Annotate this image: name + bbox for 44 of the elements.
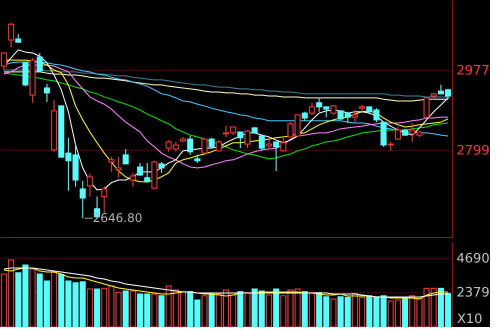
bar <box>302 291 308 327</box>
candlestick <box>208 137 215 149</box>
bar <box>402 298 408 327</box>
candlestick <box>266 136 272 149</box>
candlestick <box>273 141 280 172</box>
candlestick <box>101 186 108 214</box>
candlestick <box>44 83 50 102</box>
candlestick <box>352 109 358 124</box>
text: X10 <box>457 312 482 327</box>
candlestick <box>258 134 265 152</box>
candlestick <box>108 156 114 172</box>
candlestick <box>130 172 136 188</box>
candlestick <box>424 96 430 119</box>
y-tick-label: 2379 <box>456 286 490 301</box>
candlestick <box>244 130 250 149</box>
bar <box>158 295 165 327</box>
bar <box>273 288 280 327</box>
y-tick-label: 2799 <box>456 143 490 158</box>
candlestick <box>187 136 194 156</box>
candlestick <box>8 22 14 48</box>
bar <box>237 291 244 327</box>
candlestick <box>380 122 387 148</box>
candlestick <box>394 126 401 141</box>
candlestick <box>86 173 93 198</box>
candlestick <box>330 104 336 116</box>
candlestick <box>80 180 86 219</box>
candlestick <box>137 162 144 176</box>
candlestick <box>308 102 315 116</box>
candlestick <box>122 148 129 164</box>
bar <box>122 290 129 327</box>
candlestick <box>158 162 165 174</box>
line-series <box>3 72 449 160</box>
bar <box>208 294 215 327</box>
y-tick-label: 2977 <box>456 64 490 79</box>
candlestick <box>36 52 43 72</box>
candlestick <box>22 61 28 87</box>
candlestick <box>280 136 286 152</box>
y-tick-label: 4690 <box>456 252 490 267</box>
annotation: 2646.80 <box>92 211 142 226</box>
candlestick <box>144 162 150 184</box>
bar <box>94 288 100 327</box>
candlestick <box>202 137 208 154</box>
candlestick <box>116 156 122 178</box>
candlestick <box>237 131 244 149</box>
